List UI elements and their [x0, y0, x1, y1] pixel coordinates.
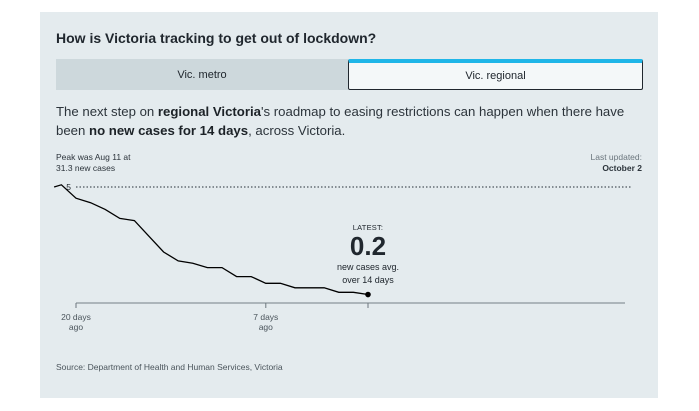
description: The next step on regional Victoria's roa…: [56, 102, 648, 140]
tracker-card: How is Victoria tracking to get out of l…: [40, 12, 658, 398]
x-tick-label-line-1: 20 days: [61, 312, 91, 322]
latest-sub-1: new cases avg.: [336, 262, 400, 272]
tab-vic-metro[interactable]: Vic. metro: [56, 59, 348, 90]
last-updated-label: Last updated:: [590, 152, 642, 162]
cases-line-chart: 5: [53, 182, 632, 308]
x-tick-label-line-1: 7 days: [253, 312, 279, 322]
tab-vic-regional[interactable]: Vic. regional: [348, 59, 643, 90]
last-updated-date: October 2: [602, 163, 642, 173]
description-text-3: , across Victoria.: [248, 123, 346, 138]
target-label: 5: [66, 182, 71, 192]
x-tick-label: 20 days ago: [46, 312, 106, 332]
latest-readout: LATEST: 0.2 new cases avg. over 14 days: [308, 223, 428, 286]
latest-sub-2: over 14 days: [342, 275, 394, 285]
series-line: [53, 184, 369, 296]
peak-note: Peak was Aug 11 at 31.3 new cases: [56, 152, 131, 174]
last-updated: Last updated: October 2: [590, 152, 642, 174]
x-tick-label-line-2: ago: [68, 322, 84, 332]
card-title: How is Victoria tracking to get out of l…: [56, 30, 377, 46]
peak-note-line-1: Peak was Aug 11 at: [56, 152, 131, 162]
source-note: Source: Department of Health and Human S…: [56, 362, 283, 372]
peak-note-line-2: 31.3 new cases: [56, 163, 116, 173]
description-bold-2: no new cases for 14 days: [89, 123, 249, 138]
description-bold-1: regional Victoria: [157, 104, 261, 119]
latest-point: [365, 291, 371, 298]
x-tick-label: 7 days ago: [236, 312, 296, 332]
latest-label: LATEST:: [352, 223, 384, 232]
latest-value: 0.2: [349, 231, 387, 261]
description-text-2: 's roadmap to easing restrictions can ha…: [56, 104, 625, 138]
description-text-1: The next step on: [56, 104, 158, 119]
x-tick-label-line-2: ago: [258, 322, 273, 332]
